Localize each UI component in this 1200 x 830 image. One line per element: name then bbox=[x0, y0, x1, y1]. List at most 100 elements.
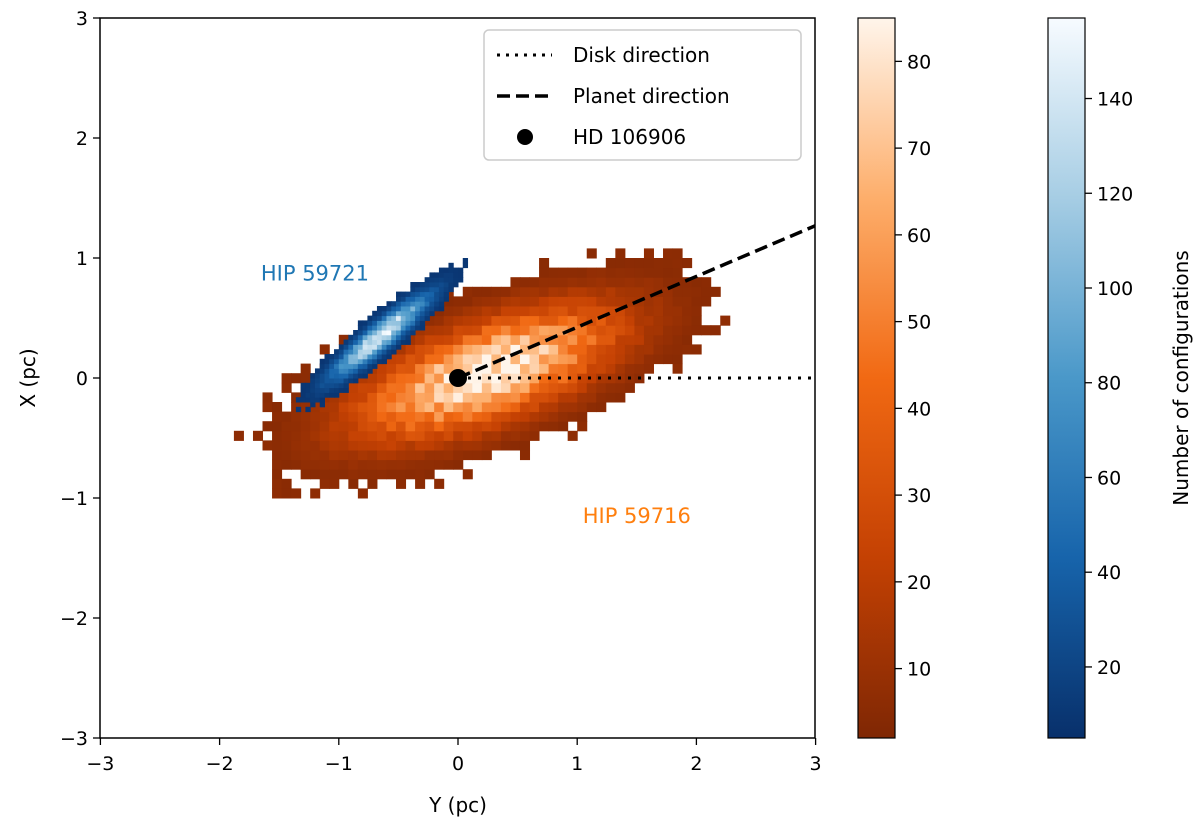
heatmap-cell bbox=[691, 315, 702, 326]
x-tick-label: −1 bbox=[325, 753, 353, 775]
heatmap-cell bbox=[396, 339, 402, 345]
heatmap-cell bbox=[386, 430, 397, 441]
heatmap-cell bbox=[367, 373, 378, 384]
heatmap-cell bbox=[415, 310, 421, 317]
heatmap-cell bbox=[310, 382, 316, 389]
heatmap-cell bbox=[634, 267, 645, 278]
heatmap-cell bbox=[410, 296, 416, 302]
heatmap-cell bbox=[319, 478, 330, 489]
colorbar-orange bbox=[857, 17, 896, 739]
heatmap-cell bbox=[424, 286, 430, 293]
heatmap-cell bbox=[376, 363, 387, 374]
heatmap-cell bbox=[391, 315, 397, 321]
heatmap-cell bbox=[491, 421, 502, 432]
heatmap-cell bbox=[539, 334, 550, 345]
heatmap-cell bbox=[615, 286, 626, 297]
heatmap-cell bbox=[567, 354, 578, 365]
heatmap-cell bbox=[491, 411, 502, 422]
heatmap-cell bbox=[381, 325, 387, 331]
heatmap-cell bbox=[605, 296, 616, 307]
heatmap-cell bbox=[396, 478, 407, 489]
heatmap-cell bbox=[281, 450, 292, 461]
heatmap-cell bbox=[462, 440, 473, 451]
heatmap-cell bbox=[643, 277, 654, 288]
heatmap-cell bbox=[653, 344, 664, 355]
heatmap-cell bbox=[472, 306, 483, 317]
heatmap-cell bbox=[605, 363, 616, 374]
heatmap-cell bbox=[386, 349, 392, 355]
heatmap-cell bbox=[472, 421, 483, 432]
heatmap-cell bbox=[472, 315, 483, 326]
heatmap-cell bbox=[357, 334, 364, 341]
heatmap-cell bbox=[443, 392, 454, 403]
heatmap-cell bbox=[310, 440, 321, 451]
heatmap-cell bbox=[415, 402, 426, 413]
heatmap-cell bbox=[453, 402, 464, 413]
heatmap-cell bbox=[500, 306, 511, 317]
heatmap-cell bbox=[415, 315, 421, 321]
heatmap-cell bbox=[329, 392, 335, 398]
heatmap-cell bbox=[353, 354, 359, 360]
series-label-hip-59716: HIP 59716 bbox=[583, 504, 691, 528]
heatmap-cell bbox=[319, 440, 330, 451]
heatmap-cell bbox=[329, 411, 340, 422]
heatmap-cell bbox=[391, 301, 397, 307]
heatmap-cell bbox=[291, 373, 302, 384]
heatmap-cell bbox=[272, 402, 283, 413]
heatmap-cell bbox=[472, 286, 483, 297]
heatmap-cell bbox=[319, 382, 325, 389]
heatmap-cell bbox=[691, 286, 702, 297]
heatmap-cell bbox=[348, 450, 359, 461]
heatmap-cell bbox=[386, 459, 397, 470]
heatmap-cell bbox=[500, 392, 511, 403]
heatmap-cell bbox=[281, 373, 292, 384]
heatmap-cell bbox=[634, 363, 645, 374]
heatmap-cell bbox=[405, 354, 416, 365]
heatmap-cell bbox=[624, 315, 635, 326]
heatmap-cell bbox=[453, 325, 464, 336]
heatmap-cell bbox=[519, 421, 531, 432]
heatmap-cell bbox=[305, 397, 311, 403]
heatmap-cell bbox=[434, 291, 440, 297]
heatmap-cell bbox=[596, 373, 607, 384]
heatmap-cell bbox=[539, 411, 550, 422]
heatmap-cell bbox=[624, 258, 635, 269]
heatmap-cell bbox=[443, 363, 454, 374]
heatmap-cell bbox=[353, 344, 359, 350]
heatmap-cell bbox=[434, 478, 445, 489]
heatmap-cell bbox=[400, 306, 407, 312]
heatmap-cell bbox=[362, 358, 368, 365]
heatmap-cell bbox=[424, 421, 435, 432]
heatmap-cell bbox=[424, 277, 430, 283]
x-tick-label: 1 bbox=[571, 753, 583, 775]
heatmap-cell bbox=[329, 368, 335, 374]
heatmap-cell bbox=[348, 402, 359, 413]
heatmap-cell bbox=[586, 267, 597, 278]
heatmap-cell bbox=[434, 440, 445, 451]
heatmap-cell bbox=[624, 334, 635, 345]
heatmap-cell bbox=[367, 411, 378, 422]
colorbar-tick-label: 60 bbox=[1097, 467, 1121, 489]
heatmap-cell bbox=[519, 411, 531, 422]
heatmap-cell bbox=[539, 382, 550, 393]
heatmap-cell bbox=[443, 306, 454, 317]
heatmap-cell bbox=[577, 411, 588, 422]
heatmap-cell bbox=[605, 306, 616, 317]
heatmap-cell bbox=[396, 440, 407, 451]
heatmap-cell bbox=[453, 459, 464, 470]
heatmap-cell bbox=[682, 306, 693, 317]
heatmap-cell bbox=[357, 358, 364, 365]
heatmap-cell bbox=[472, 354, 483, 365]
heatmap-cell bbox=[376, 306, 383, 312]
heatmap-cell bbox=[443, 272, 449, 278]
heatmap-cell bbox=[367, 330, 373, 336]
heatmap-cell bbox=[400, 315, 407, 321]
planet-direction-line bbox=[457, 223, 815, 380]
heatmap-cell bbox=[519, 354, 531, 365]
heatmap-cell bbox=[300, 440, 311, 451]
heatmap-cell bbox=[624, 382, 635, 393]
legend-planet-label: Planet direction bbox=[573, 84, 730, 108]
heatmap-cell bbox=[481, 325, 492, 336]
heatmap-cell bbox=[281, 382, 292, 393]
heatmap-cell bbox=[539, 421, 550, 432]
